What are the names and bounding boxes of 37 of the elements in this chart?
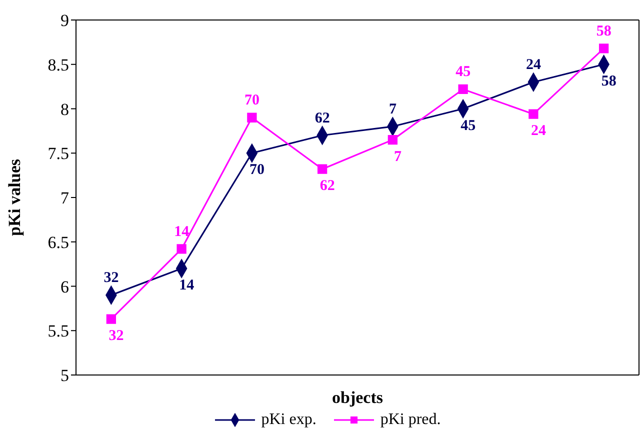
y-axis-title: pKi values xyxy=(5,158,24,236)
legend-label: pKi exp. xyxy=(261,411,316,429)
x-axis-title: objects xyxy=(332,388,384,407)
annotation: 62 xyxy=(320,178,335,194)
annotation: 70 xyxy=(249,162,264,178)
annotation: 7 xyxy=(394,148,402,165)
point xyxy=(106,314,116,324)
annotation: 70 xyxy=(244,92,260,109)
y-tick-label: 8 xyxy=(60,100,69,119)
y-tick-label: 5.5 xyxy=(48,322,69,341)
point xyxy=(317,164,328,174)
y-tick-label: 5 xyxy=(60,366,69,386)
point xyxy=(598,44,609,54)
annotation: 58 xyxy=(596,23,612,40)
point xyxy=(176,244,186,254)
annotation: 14 xyxy=(174,224,190,240)
annotation: 14 xyxy=(179,278,195,294)
annotation: 58 xyxy=(601,73,616,90)
annotation: 32 xyxy=(104,270,119,286)
annotation: 45 xyxy=(460,118,476,134)
y-tick-label: 7 xyxy=(60,188,70,208)
y-tick-label: 7.5 xyxy=(48,144,69,164)
y-tick-label: 6 xyxy=(60,277,69,296)
legend-label: pKi pred. xyxy=(380,411,441,429)
annotation: 45 xyxy=(456,64,471,80)
annotation: 32 xyxy=(108,328,124,344)
point xyxy=(458,84,468,94)
y-tick-label: 9 xyxy=(60,11,69,30)
y-tick-label: 8.5 xyxy=(48,55,69,74)
y-tick-label: 6.5 xyxy=(48,232,69,252)
point xyxy=(388,134,398,145)
point xyxy=(247,112,257,122)
annotation: 24 xyxy=(526,57,542,74)
annotation: 62 xyxy=(314,110,330,126)
point xyxy=(528,109,538,119)
annotation: 7 xyxy=(388,102,397,118)
annotation: 24 xyxy=(530,123,546,140)
